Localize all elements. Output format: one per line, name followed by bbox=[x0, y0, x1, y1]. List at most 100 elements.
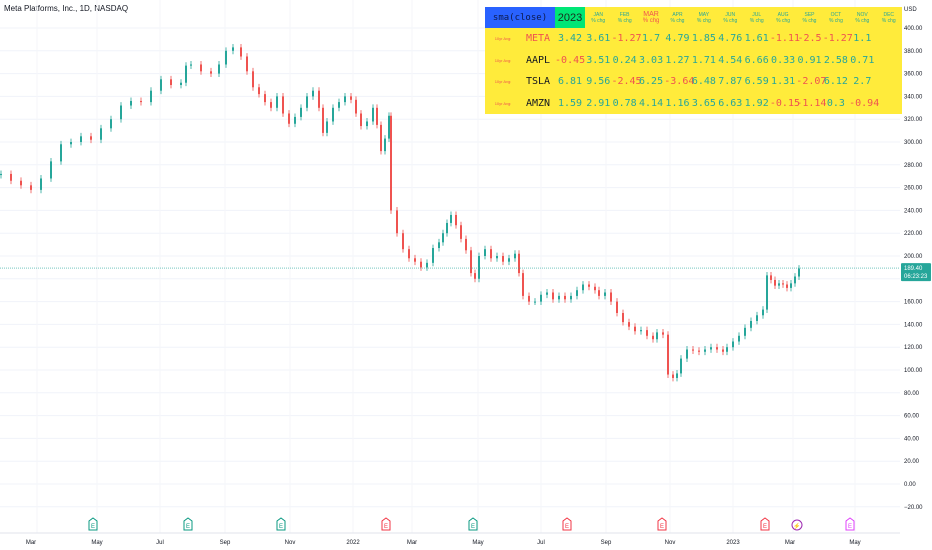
time-tick-label: Sep bbox=[601, 540, 612, 546]
candle bbox=[656, 332, 658, 340]
time-tick-label: 2023 bbox=[726, 540, 740, 546]
candle bbox=[384, 138, 386, 152]
value-cell: 4.79 bbox=[665, 33, 690, 45]
candle bbox=[570, 295, 572, 300]
candle bbox=[552, 292, 554, 300]
candle bbox=[455, 214, 457, 226]
table-row: 10yr Avg: AAPL -0.45 3.51 0.24 3.03 1.27 1.71 4.… bbox=[485, 50, 902, 72]
event-marker-label: E bbox=[660, 524, 664, 530]
candle bbox=[300, 107, 302, 117]
candle bbox=[774, 279, 776, 286]
month-name: MAR bbox=[643, 10, 659, 18]
candle bbox=[762, 309, 764, 316]
candle bbox=[232, 47, 234, 51]
event-marker-label: E bbox=[848, 524, 852, 530]
month-header: JUN% chg bbox=[717, 7, 743, 28]
candle bbox=[710, 347, 712, 350]
value-cell: 3.65 bbox=[691, 97, 716, 109]
candle bbox=[130, 100, 132, 106]
value-cell: -0.15 bbox=[769, 97, 800, 109]
event-marker[interactable]: ⚡ bbox=[791, 519, 803, 531]
month-header: AUG% chg bbox=[770, 7, 796, 28]
value-cell: 0.91 bbox=[797, 54, 822, 66]
candle bbox=[190, 64, 192, 66]
month-header: FEB% chg bbox=[611, 7, 637, 28]
value-cell: -1.11 bbox=[769, 33, 800, 45]
event-marker[interactable]: E bbox=[657, 517, 667, 531]
event-marker[interactable]: E bbox=[183, 517, 193, 531]
candle bbox=[396, 210, 398, 234]
countdown-value: 06:23:23 bbox=[904, 274, 928, 280]
candle bbox=[490, 249, 492, 259]
candle bbox=[726, 347, 728, 352]
row-label: 10yr Avg: bbox=[494, 100, 512, 106]
candle bbox=[210, 71, 212, 74]
value-cell: 3.03 bbox=[639, 54, 664, 66]
event-marker-shape bbox=[845, 517, 855, 531]
candle bbox=[732, 341, 734, 348]
event-marker[interactable]: E bbox=[468, 517, 478, 531]
candle bbox=[388, 115, 390, 139]
candle bbox=[698, 350, 700, 352]
month-header: OCT% chg bbox=[823, 7, 849, 28]
candle bbox=[680, 358, 682, 374]
year-label: 2023 bbox=[555, 7, 586, 28]
month-name: SEP bbox=[804, 11, 815, 18]
candle bbox=[360, 113, 362, 127]
time-tick-label: May bbox=[91, 540, 102, 546]
event-marker-shape bbox=[657, 517, 667, 531]
value-cell: 6.25 bbox=[639, 76, 664, 88]
candle bbox=[770, 275, 772, 280]
candle bbox=[722, 349, 724, 352]
event-marker-label: E bbox=[763, 524, 767, 530]
month-subtitle: % chg bbox=[881, 17, 896, 24]
value-cell: 1.59 bbox=[557, 97, 583, 109]
month-subtitle: % chg bbox=[749, 17, 764, 24]
candle bbox=[646, 330, 648, 336]
event-marker[interactable]: E bbox=[276, 517, 286, 531]
month-subtitle: % chg bbox=[696, 17, 711, 24]
value-cell: -0.45 bbox=[555, 54, 586, 66]
event-marker[interactable]: E bbox=[562, 517, 572, 531]
event-marker[interactable]: E bbox=[760, 517, 770, 531]
value-cell: 4.76 bbox=[718, 33, 743, 45]
candle bbox=[20, 180, 22, 186]
candle bbox=[446, 222, 448, 234]
value-cell: 1.92 bbox=[744, 97, 769, 109]
event-marker[interactable]: E bbox=[381, 517, 391, 531]
value-cell: 2.58 bbox=[823, 54, 848, 66]
value-cell: 1.27 bbox=[665, 54, 690, 66]
month-header: APR% chg bbox=[664, 7, 690, 28]
month-header: NOV% chg bbox=[849, 7, 875, 28]
price-tick-label: 340.00 bbox=[904, 94, 923, 100]
value-cell: 1.31 bbox=[771, 76, 796, 88]
price-tick-label: 160.00 bbox=[904, 300, 923, 306]
value-cell: 3.61 bbox=[586, 33, 611, 45]
candle bbox=[686, 349, 688, 359]
candle bbox=[508, 258, 510, 262]
event-marker-label: E bbox=[471, 524, 475, 530]
month-subtitle: % chg bbox=[670, 17, 685, 24]
candle bbox=[50, 161, 52, 179]
candle bbox=[408, 249, 410, 259]
candle bbox=[0, 173, 2, 176]
table-row: 10yr Avg: AMZN 1.59 2.91 0.78 4.14 1.16 3.65 6.6… bbox=[485, 93, 902, 115]
value-cell: -3.64 bbox=[664, 76, 695, 88]
symbol-cell: AMZN bbox=[525, 97, 551, 109]
event-marker[interactable]: E bbox=[845, 517, 855, 531]
event-marker[interactable]: E bbox=[88, 517, 98, 531]
candle bbox=[790, 283, 792, 288]
price-tick-label: 360.00 bbox=[904, 72, 923, 78]
candle bbox=[326, 121, 328, 133]
time-tick-label: Nov bbox=[285, 540, 296, 546]
candle bbox=[540, 294, 542, 302]
symbol-cell: META bbox=[525, 33, 551, 45]
price-tick-label: 60.00 bbox=[904, 414, 920, 420]
candle bbox=[604, 292, 606, 296]
candle bbox=[414, 258, 416, 262]
candle bbox=[294, 116, 296, 124]
candle bbox=[634, 326, 636, 332]
candle bbox=[372, 107, 374, 122]
table-row: 10yr Avg: META 3.42 3.61 -1.27 1.7 4.79 1.85 4.7… bbox=[485, 28, 902, 50]
